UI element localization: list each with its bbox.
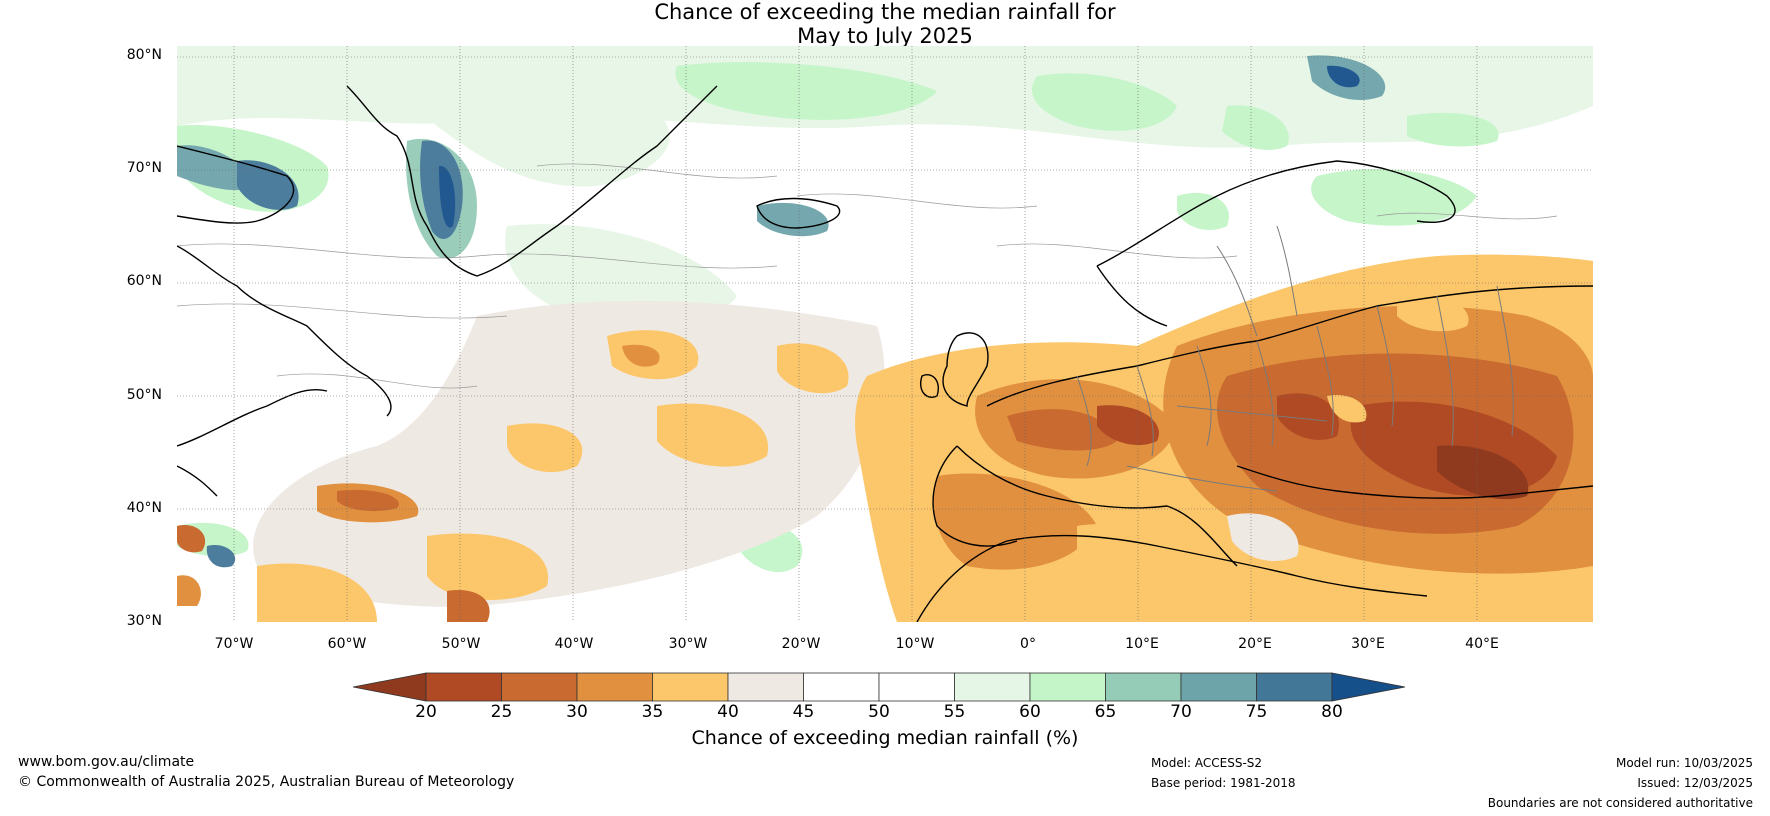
colorbar-tick-65: 65: [1094, 702, 1117, 722]
lon-label-50w: 50°W: [441, 636, 481, 652]
colorbar-segment-20_25: [425, 672, 502, 702]
colorbar-segment-55_60: [954, 672, 1031, 702]
footer-model-run: Model run: 10/03/2025: [1615, 756, 1753, 770]
colorbar-tick-55: 55: [943, 702, 966, 722]
footer-base-period: Base period: 1981-2018: [1151, 776, 1296, 790]
lat-label-80n: 80°N: [126, 47, 162, 63]
colorbar-label: Chance of exceeding median rainfall (%): [691, 727, 1079, 749]
footer-issued: Issued: 12/03/2025: [1637, 776, 1753, 790]
lat-label-60n: 60°N: [126, 273, 162, 289]
footer-model: Model: ACCESS-S2: [1151, 756, 1263, 770]
colorbar-segment-70_75: [1180, 672, 1257, 702]
lon-label-30e: 30°E: [1351, 636, 1385, 652]
colorbar-segment-65_70: [1105, 672, 1182, 702]
colorbar-tick-60: 60: [1019, 702, 1041, 722]
lon-label-30w: 30°W: [668, 636, 708, 652]
colorbar-segment-40_45: [727, 672, 804, 702]
colorbar-segment-25_30: [501, 672, 578, 702]
lat-label-30n: 30°N: [126, 613, 162, 629]
colorbar-tick-30: 30: [566, 702, 588, 722]
lon-label-70w: 70°W: [214, 636, 254, 652]
lon-label-60w: 60°W: [327, 636, 367, 652]
colorbar-tick-70: 70: [1170, 702, 1192, 722]
colorbar-segment-30_35: [576, 672, 653, 702]
colorbar-segment-75_80: [1256, 672, 1333, 702]
colorbar-segment-50_55: [878, 672, 955, 702]
country-borders: [1076, 225, 1514, 492]
lat-label-70n: 70°N: [126, 160, 162, 176]
colorbar: [353, 672, 1406, 702]
colorbar-segment-35_40: [652, 672, 729, 702]
colorbar-tick-35: 35: [641, 702, 664, 722]
gridlines: [177, 46, 1593, 622]
contour-lines: [177, 163, 1558, 389]
colorbar-tick-80: 80: [1321, 702, 1343, 722]
colorbar-extend-low: [353, 672, 427, 702]
colorbar-segment-60_65: [1029, 672, 1106, 702]
footer-disclaimer: Boundaries are not considered authoritat…: [1487, 796, 1753, 810]
colorbar-extend-high: [1331, 672, 1406, 702]
lat-label-50n: 50°N: [126, 387, 162, 403]
map-svg: [177, 46, 1593, 622]
lon-label-0: 0°: [1020, 636, 1036, 652]
lat-label-40n: 40°N: [126, 500, 162, 516]
colorbar-tick-25: 25: [490, 702, 513, 722]
colorbar-tick-75: 75: [1245, 702, 1268, 722]
coastlines: [177, 85, 1593, 622]
lon-label-10w: 10°W: [895, 636, 935, 652]
map-title: Chance of exceeding the median rainfall …: [0, 0, 1770, 48]
lon-label-20e: 20°E: [1238, 636, 1272, 652]
lon-label-40e: 40°E: [1465, 636, 1499, 652]
colorbar-tick-50: 50: [868, 702, 890, 722]
wet-zones: [177, 46, 1593, 573]
colorbar-tick-40: 40: [717, 702, 739, 722]
lon-label-10e: 10°E: [1125, 636, 1159, 652]
colorbar-tick-20: 20: [415, 702, 437, 722]
title-line-2: May to July 2025: [797, 24, 973, 48]
lon-label-40w: 40°W: [554, 636, 594, 652]
lon-label-20w: 20°W: [781, 636, 821, 652]
title-line-1: Chance of exceeding the median rainfall …: [654, 0, 1116, 24]
colorbar-segment-45_50: [803, 672, 880, 702]
footer-copyright: © Commonwealth of Australia 2025, Austra…: [18, 774, 515, 790]
rainfall-map: [177, 46, 1593, 622]
dry-zones: [177, 254, 1593, 622]
footer-website: www.bom.gov.au/climate: [18, 754, 195, 770]
colorbar-tick-45: 45: [792, 702, 815, 722]
